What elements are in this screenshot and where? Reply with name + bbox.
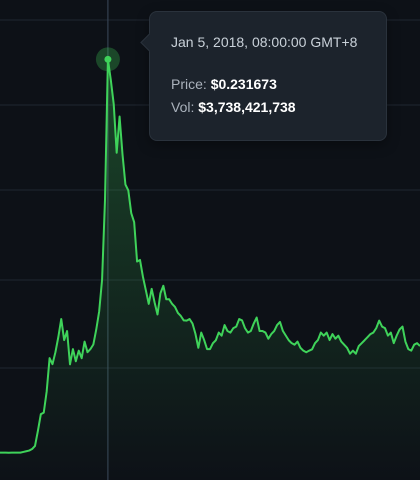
tooltip-volume-value: $3,738,421,738 [198, 99, 296, 115]
price-tooltip: Jan 5, 2018, 08:00:00 GMT+8 Price: $0.23… [140, 11, 387, 141]
price-line [0, 58, 420, 454]
tooltip-price-label: Price: [171, 76, 211, 92]
price-area-fill [0, 59, 420, 480]
tooltip-date: Jan 5, 2018, 08:00:00 GMT+8 [171, 34, 358, 50]
tooltip-price-row: Price: $0.231673 [171, 74, 386, 94]
tooltip-volume-label: Vol: [171, 99, 199, 115]
tooltip-price-value: $0.231673 [210, 76, 277, 92]
hover-point[interactable] [104, 55, 112, 63]
tooltip-volume-row: Vol: $3,738,421,738 [171, 97, 386, 117]
